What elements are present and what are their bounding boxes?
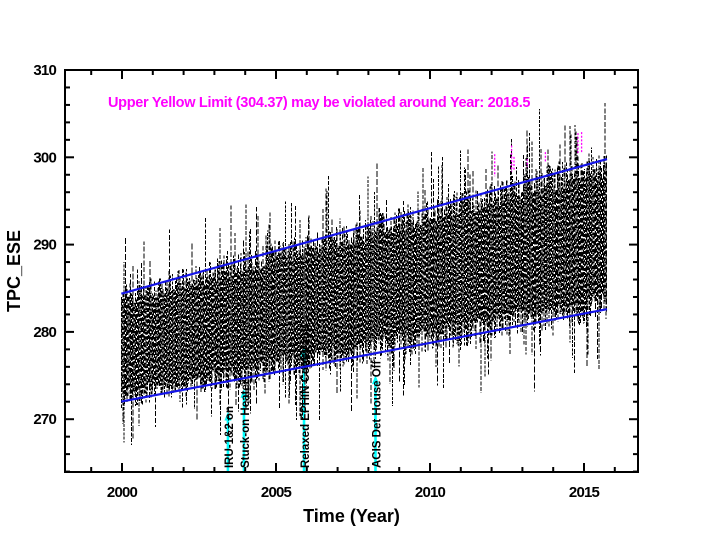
svg-text:280: 280 bbox=[33, 324, 56, 341]
svg-text:2005: 2005 bbox=[261, 484, 292, 501]
svg-text:2015: 2015 bbox=[569, 484, 600, 501]
svg-text:IRU-1&2 on: IRU-1&2 on bbox=[224, 406, 236, 468]
svg-text:310: 310 bbox=[33, 62, 56, 79]
svg-text:300: 300 bbox=[33, 149, 56, 166]
svg-text:Time (Year): Time (Year) bbox=[303, 506, 400, 526]
svg-text:TPC_ESE: TPC_ESE bbox=[4, 230, 24, 312]
svg-text:ACIS Det House Off: ACIS Det House Off bbox=[371, 360, 383, 468]
svg-text:270: 270 bbox=[33, 411, 56, 428]
svg-text:Upper Yellow Limit (304.37) m: Upper Yellow Limit (304.37) may be viola… bbox=[108, 95, 530, 111]
svg-text:290: 290 bbox=[33, 237, 56, 254]
svg-text:2010: 2010 bbox=[415, 484, 446, 501]
svg-text:2000: 2000 bbox=[107, 484, 138, 501]
